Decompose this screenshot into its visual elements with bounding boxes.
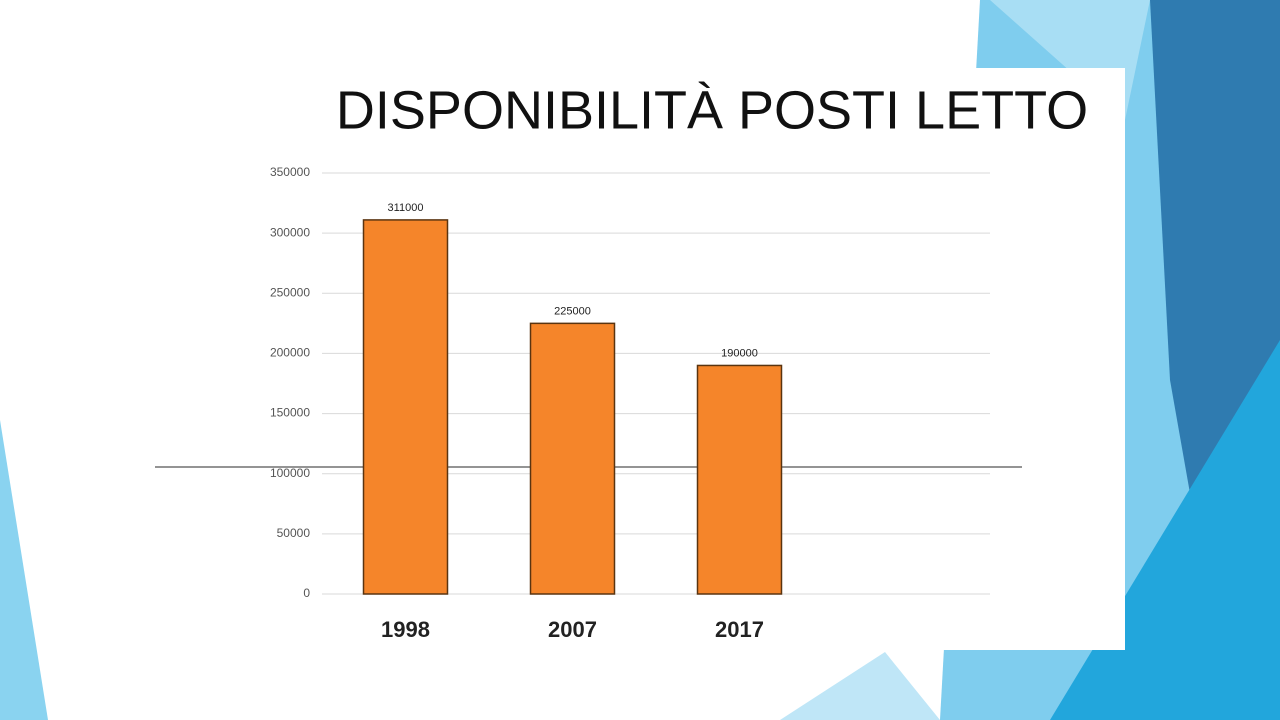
x-tick-label: 2007 — [548, 617, 597, 642]
y-tick-label: 150000 — [270, 406, 310, 420]
bar — [362, 219, 449, 595]
value-label: 225000 — [554, 305, 591, 317]
chart-title: DISPONIBILITÀ POSTI LETTO — [336, 80, 1088, 140]
y-tick-label: 50000 — [277, 526, 311, 540]
y-tick-label: 0 — [303, 586, 310, 600]
y-tick-label: 200000 — [270, 346, 310, 360]
x-tick-label: 2017 — [715, 617, 764, 642]
value-label: 190000 — [721, 347, 758, 359]
x-tick-label: 1998 — [381, 617, 430, 642]
y-tick-label: 100000 — [270, 466, 310, 480]
y-tick-label: 300000 — [270, 225, 310, 239]
value-label: 311000 — [388, 202, 424, 214]
chart-panel — [155, 68, 1125, 650]
y-tick-label: 350000 — [270, 165, 310, 179]
bar — [696, 364, 783, 595]
bar — [529, 322, 616, 595]
y-tick-label: 250000 — [270, 285, 310, 299]
